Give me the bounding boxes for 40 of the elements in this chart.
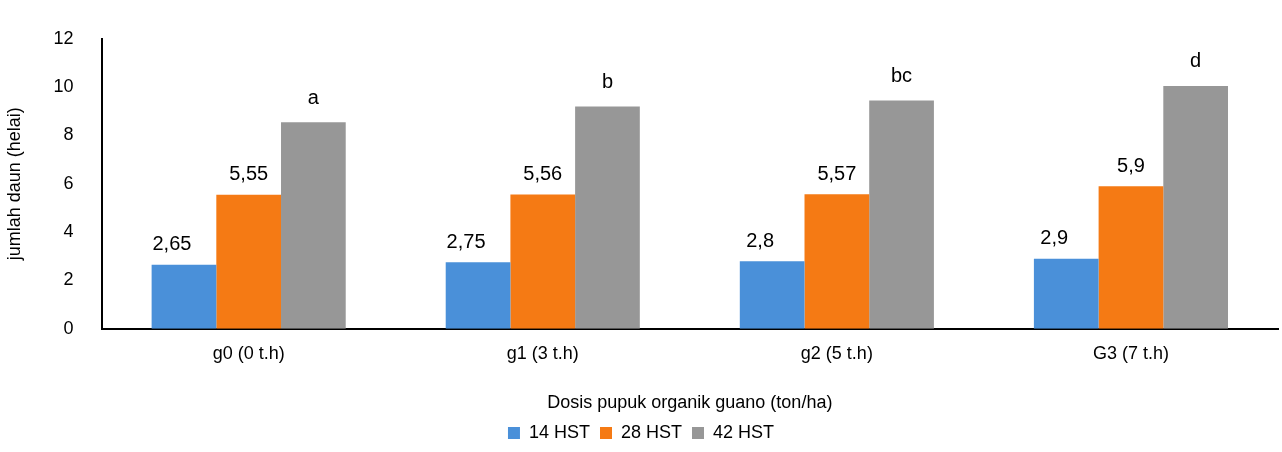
data-label: 5,9 — [1117, 153, 1145, 176]
x-tick-label: g2 (5 t.h) — [800, 342, 873, 363]
data-label: 2,8 — [746, 228, 775, 251]
y-tick-label: 6 — [63, 172, 74, 193]
bar — [1098, 186, 1164, 329]
y-tick-label: 2 — [63, 269, 74, 290]
data-label: 5,56 — [523, 161, 563, 184]
bar — [739, 261, 805, 329]
data-label: 5,55 — [229, 162, 269, 185]
legend-label: 42 HST — [713, 421, 775, 442]
bar — [216, 194, 282, 329]
bar — [281, 122, 346, 329]
bar — [151, 264, 217, 329]
data-label: 5,57 — [817, 161, 857, 184]
y-tick-label: 12 — [53, 27, 74, 48]
legend-label: 28 HST — [620, 421, 683, 442]
y-tick-label: 8 — [63, 124, 74, 145]
data-label: d — [1190, 49, 1202, 72]
bar — [1163, 85, 1228, 329]
bar — [869, 100, 934, 329]
bar — [1033, 258, 1099, 329]
y-tick-label: 10 — [53, 76, 74, 97]
x-tick-label: g0 (0 t.h) — [212, 342, 285, 363]
data-label: 2,75 — [446, 229, 486, 252]
bar — [575, 106, 640, 329]
legend-label: 14 HST — [528, 421, 590, 442]
bar — [445, 262, 511, 329]
y-tick-label: 0 — [63, 317, 74, 338]
data-label: 2,65 — [152, 232, 192, 255]
y-axis-title: jumlah daun (helai) — [3, 107, 24, 262]
data-label: 2,9 — [1040, 226, 1069, 249]
y-tick-label: 4 — [63, 221, 74, 242]
data-label: a — [307, 85, 320, 108]
x-axis-title: Dosis pupuk organik guano (ton/ha) — [547, 392, 833, 413]
bar — [804, 194, 870, 329]
data-label: bc — [891, 63, 913, 86]
x-tick-label: G3 (7 t.h) — [1092, 342, 1169, 363]
bar — [510, 194, 576, 329]
data-label: b — [601, 69, 614, 92]
x-tick-label: g1 (3 t.h) — [506, 342, 579, 363]
